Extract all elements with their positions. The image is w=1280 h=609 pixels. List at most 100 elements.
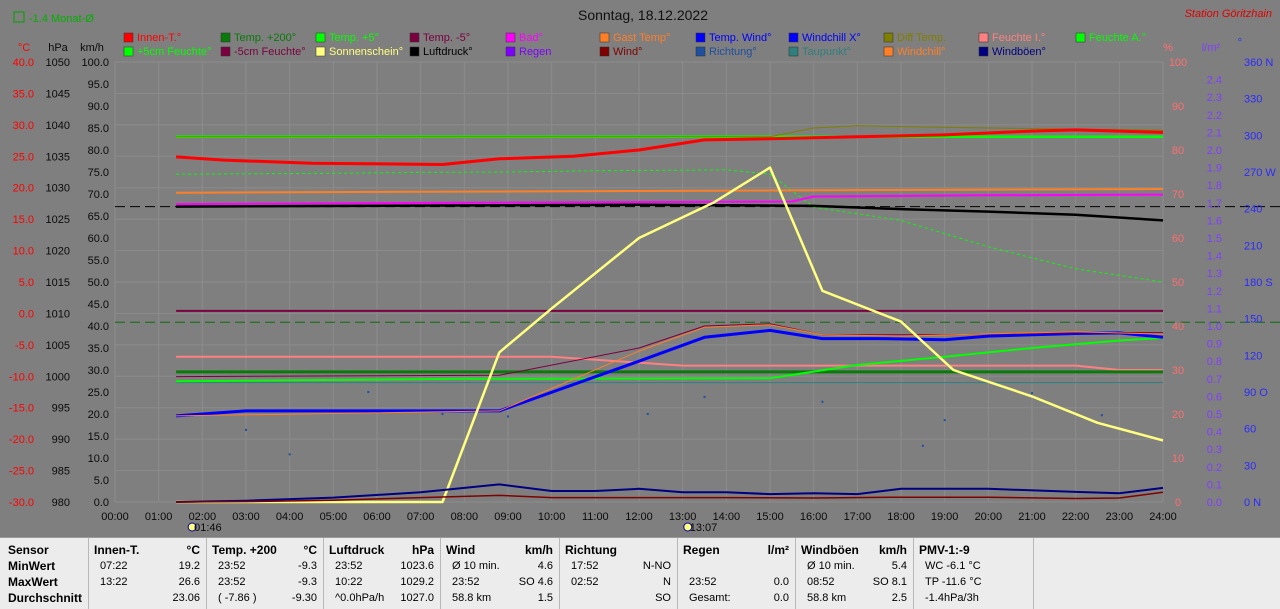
- axis-tick-direction: 60: [1244, 424, 1256, 436]
- axis-tick-time: 08:00: [451, 511, 479, 523]
- legend-label: Feuchte A.°: [1089, 32, 1146, 44]
- axis-tick-time: 05:00: [320, 511, 348, 523]
- axis-tick-time: 12:00: [625, 511, 653, 523]
- legend-swatch: [599, 32, 610, 43]
- legend-swatch: [695, 46, 706, 57]
- axis-tick-wind: 70.0: [88, 189, 109, 201]
- axis-tick-time: 22:00: [1062, 511, 1090, 523]
- axis-tick-direction: 240: [1244, 204, 1262, 216]
- axis-unit-direction: °: [1238, 37, 1242, 49]
- stats-group-unit: °C: [303, 543, 317, 557]
- sun-marker-label: 01:46: [194, 522, 222, 534]
- stats-avg-time: 58.8 km: [452, 592, 492, 604]
- axis-tick-pressure: 1020: [46, 246, 70, 258]
- axis-tick-rain: 1.3: [1207, 268, 1222, 280]
- axis-tick-direction: 90 O: [1244, 387, 1268, 399]
- legend-label: Temp. Wind°: [709, 32, 771, 44]
- stats-avg-time: ( -7.86 ): [218, 592, 257, 604]
- stats-panel: Sensor MinWert MaxWert Durchschnitt Inne…: [0, 537, 1280, 609]
- axis-tick-wind: 60.0: [88, 233, 109, 245]
- axis-tick-time: 19:00: [931, 511, 959, 523]
- weather-chart: °C hPa km/h% l/m² ° 40.0 35.0 30.0 25.0 20.0 15.0 1…: [9, 7, 1280, 534]
- stats-avg-time: Gesamt:: [689, 592, 731, 604]
- axis-tick-time: 16:00: [800, 511, 828, 523]
- axis-tick-rain: 1.5: [1207, 233, 1222, 245]
- stats-group-unit: km/h: [878, 543, 907, 557]
- axis-tick-pressure: 1025: [46, 214, 70, 226]
- legend-label: Wind°: [613, 46, 642, 58]
- axis-tick-wind: 30.0: [88, 365, 109, 377]
- axis-tick-pressure: 990: [52, 434, 70, 446]
- axis-tick-temp: -20.0: [9, 434, 34, 446]
- chart-title: Sonntag, 18.12.2022: [578, 7, 708, 23]
- stats-avg-value: SO: [655, 592, 671, 604]
- stats-avg-value: 1.5: [537, 592, 553, 604]
- legend-label: Taupunkt°: [802, 46, 851, 58]
- stats-group-5: Regen l/m² 23:52 0.0 Gesamt: 0.0: [677, 538, 796, 609]
- stats-avg-value: -9.30: [291, 592, 317, 604]
- axis-tick-direction: 120: [1244, 350, 1262, 362]
- legend-label: Gast Temp°: [613, 32, 670, 44]
- stats-group-unit: °C: [186, 543, 200, 557]
- axis-tick-wind: 0.0: [94, 497, 109, 509]
- legend-swatch: [315, 32, 326, 43]
- axis-tick-rain: 1.2: [1207, 286, 1222, 298]
- axis-tick-wind: 10.0: [88, 453, 109, 465]
- axis-tick-temp: 30.0: [13, 120, 34, 132]
- axis-tick-pressure: 1045: [46, 88, 70, 100]
- legend-label: Bad°: [519, 32, 543, 44]
- stats-min-time: 23:52: [218, 560, 246, 572]
- stats-max-value: SO 8.1: [872, 576, 907, 588]
- row-header: MaxWert: [8, 575, 58, 589]
- stats-group-name: Wind: [446, 543, 476, 557]
- stats-min-value: N-NO: [642, 560, 671, 572]
- stats-group-name: Temp. +200: [212, 543, 277, 557]
- stats-max-value: 1029.2: [400, 576, 434, 588]
- series-diff-temp-: [176, 125, 1164, 138]
- axis-tick-rain: 0.9: [1207, 339, 1222, 351]
- axis-tick-time: 20:00: [975, 511, 1003, 523]
- stats-max-time: 23:52: [689, 576, 717, 588]
- legend-swatch: [505, 46, 516, 57]
- legend-swatch: [220, 32, 231, 43]
- axis-tick-temp: -10.0: [9, 371, 34, 383]
- axis-tick-temp: -5.0: [15, 340, 34, 352]
- stats-group-2: Luftdruck hPa 23:52 1023.6 10:22 1029.2 ^0.0hP…: [323, 538, 441, 609]
- trend-box-icon: [13, 11, 25, 23]
- axis-tick-rain: 2.0: [1207, 145, 1222, 157]
- series-richtung--point: [288, 453, 291, 456]
- axis-tick-rain: 2.3: [1207, 92, 1222, 104]
- series-richtung--point: [943, 419, 946, 422]
- axis-tick-time: 10:00: [538, 511, 566, 523]
- grid: [114, 61, 1164, 503]
- axis-tick-temp: 0.0: [19, 308, 34, 320]
- row-header: MinWert: [8, 559, 56, 573]
- stats-max-time: 13:22: [100, 576, 128, 588]
- series-temp-5-: [176, 336, 1164, 383]
- stats-group-name: Windböen: [801, 543, 859, 557]
- axis-tick-pressure: 980: [52, 497, 70, 509]
- axis-tick-time: 21:00: [1018, 511, 1046, 523]
- series-richtung--point: [507, 415, 509, 418]
- sun-marker-icon: [187, 522, 197, 532]
- stats-max-time: 08:52: [807, 576, 835, 588]
- axis-tick-percent: 40: [1172, 321, 1184, 333]
- axis-tick-direction: 360 N: [1244, 57, 1273, 69]
- axis-tick-rain: 0.4: [1207, 427, 1222, 439]
- legend-label: Sonnenschein°: [329, 46, 403, 58]
- sun-marker-icon: [683, 522, 693, 532]
- axis-tick-pressure: 1050: [46, 57, 70, 69]
- series-richtung--point: [1031, 392, 1033, 395]
- stats-max-time: 23:52: [218, 576, 246, 588]
- axis-tick-percent: 60: [1172, 233, 1184, 245]
- axis-tick-rain: 1.1: [1207, 303, 1222, 315]
- axis-tick-rain: 0.8: [1207, 356, 1222, 368]
- stats-group-name: PMV-1:-9: [919, 543, 970, 557]
- stats-avg-value: 1027.0: [400, 592, 434, 604]
- axis-tick-rain: 1.4: [1207, 251, 1222, 263]
- axis-tick-time: 23:00: [1106, 511, 1134, 523]
- axis-tick-time: 14:00: [713, 511, 741, 523]
- axis-tick-temp: 40.0: [13, 57, 34, 69]
- axis-tick-time: 07:00: [407, 511, 435, 523]
- legend-label: Innen-T.°: [137, 32, 181, 44]
